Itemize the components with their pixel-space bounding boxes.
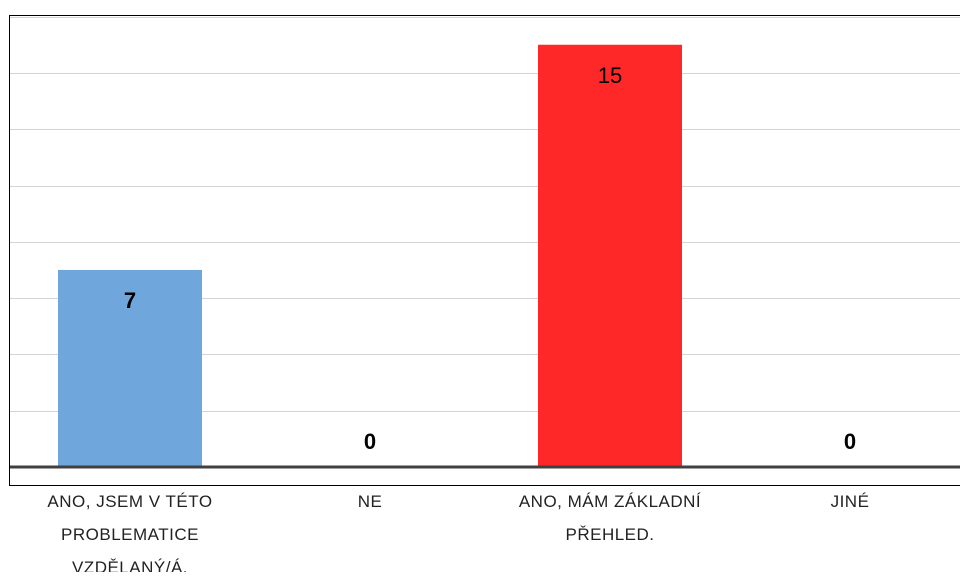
- data-label: 7: [124, 288, 136, 313]
- data-label: 0: [844, 429, 856, 454]
- x-tick-label-line: PROBLEMATICE: [61, 525, 199, 544]
- x-tick-label: JINÉ: [831, 492, 870, 511]
- bar: [538, 45, 682, 467]
- data-label: 15: [598, 63, 622, 88]
- x-tick-label-line: NE: [358, 492, 383, 511]
- x-tick-labels: ANO, JSEM V TÉTO PROBLEMATICE VZDĚLANÝ/Á. N…: [47, 492, 869, 572]
- x-tick-label: ANO, MÁM ZÁKLADNÍ PŘEHLED.: [519, 492, 701, 544]
- x-tick-label: NE: [358, 492, 383, 511]
- x-tick-label-line: JINÉ: [831, 492, 870, 511]
- x-tick-label: ANO, JSEM V TÉTO PROBLEMATICE VZDĚLANÝ/Á.: [47, 492, 212, 572]
- data-label: 0: [364, 429, 376, 454]
- x-tick-label-line: VZDĚLANÝ/Á.: [72, 558, 188, 572]
- x-tick-label-line: PŘEHLED.: [565, 525, 654, 544]
- x-tick-label-line: ANO, MÁM ZÁKLADNÍ: [519, 492, 701, 511]
- x-tick-label-line: ANO, JSEM V TÉTO: [47, 492, 212, 511]
